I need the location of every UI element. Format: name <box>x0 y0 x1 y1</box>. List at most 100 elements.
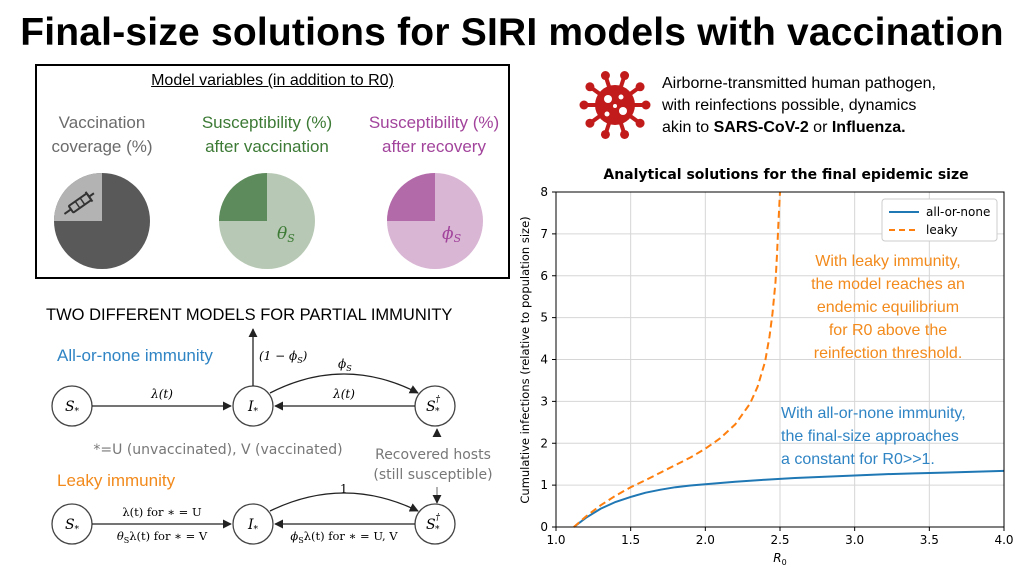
virus-spike-tip <box>585 118 595 128</box>
aon-phi-sub: S <box>346 364 352 373</box>
leaky-annotation-line1: With leaky immunity, <box>815 253 961 270</box>
leaky-i-sub: * <box>254 525 259 535</box>
aon-i-main: I <box>247 399 254 415</box>
leaky-annotation-line3: endemic equilibrium <box>816 299 960 316</box>
aon-sdag-dagger: † <box>436 395 441 405</box>
leaky-i-node-label: I* <box>247 517 259 535</box>
aon-lambda2-label: λ(t) <box>332 387 355 401</box>
virus-spot-3 <box>619 107 627 115</box>
x-tick-label: 1.5 <box>621 533 640 547</box>
virus-spot-2 <box>618 94 624 100</box>
y-tick-label: 5 <box>540 311 548 325</box>
x-tick-label: 2.5 <box>770 533 789 547</box>
susceptibility-recovery-label: Susceptibility (%) after recovery <box>349 111 519 159</box>
virus-spot-1 <box>604 95 612 103</box>
chart-ticks: 1.0 1.5 2.0 2.5 3.0 3.5 4.0 0 1 2 3 4 5 6 7 8 <box>540 185 1013 547</box>
chart-ylabel: Cumulative infections (relative to popul… <box>518 216 532 503</box>
susceptibility-recovery-pie <box>387 173 483 269</box>
series-line-leaky <box>573 191 781 528</box>
virus-spike-tip <box>635 118 645 128</box>
aon-phi-label: ϕS <box>338 357 352 373</box>
virus-spot-4 <box>604 111 610 117</box>
pathogen-sars-cov-2: SARS-CoV-2 <box>713 119 809 136</box>
models-heading: TWO DIFFERENT MODELS FOR PARTIAL IMMUNIT… <box>46 306 453 324</box>
leaky-theta-main: θ <box>117 529 124 543</box>
aon-i-sub: * <box>254 407 259 417</box>
theta-s-symbol-sub: S <box>287 232 295 245</box>
virus-spike-tip <box>585 82 595 92</box>
aon-sdag-main: S <box>426 399 436 415</box>
susceptibility-vaccination-line2: after vaccination <box>205 137 329 156</box>
leaky-bottom-label: θSλ(t) for ∗ = V <box>117 529 208 545</box>
recovered-note-line2: (still susceptible) <box>373 467 492 483</box>
leaky-right-label: ϕSλ(t) for ∗ = U, V <box>290 529 398 545</box>
legend-leaky-label: leaky <box>926 223 958 237</box>
virus-spike-tip <box>620 71 630 81</box>
pathogen-line3: akin to SARS-CoV-2 or Influenza. <box>662 117 1012 139</box>
aon-annotation: With all-or-none immunity, the final-siz… <box>781 402 1007 471</box>
virus-spike-tip <box>579 100 589 110</box>
y-tick-label: 6 <box>540 269 548 283</box>
leaky-annotation-line4: for R0 above the <box>828 322 948 339</box>
aon-phi-main: ϕ <box>338 357 346 371</box>
chart-xlabel: R0 <box>773 551 786 567</box>
aon-s-main: S <box>65 399 75 415</box>
susceptibility-vaccination-pie <box>219 173 315 269</box>
all-or-none-title: All-or-none immunity <box>57 346 213 365</box>
y-tick-label: 4 <box>540 353 548 367</box>
y-tick-label: 1 <box>540 478 548 492</box>
phi-s-symbol-sub: S <box>454 232 462 245</box>
aon-sdag-node-label: S† * <box>426 395 441 417</box>
x-tick-label: 1.0 <box>546 533 565 547</box>
virus-spike-tip <box>600 71 610 81</box>
leaky-annotation: With leaky immunity, the model reaches a… <box>788 250 988 365</box>
model-variables-box: Model variables (in addition to R0) Vacc… <box>35 64 510 279</box>
phi-s-symbol-main: ϕ <box>442 224 454 244</box>
y-tick-label: 3 <box>540 394 548 408</box>
virus-spike-tip <box>635 82 645 92</box>
virus-spot-5 <box>613 104 617 108</box>
pathogen-line3-prefix: akin to <box>662 119 714 136</box>
aon-out-b: ) <box>302 349 308 363</box>
leaky-recovery-arrow <box>269 492 419 512</box>
x-tick-label: 3.5 <box>920 533 939 547</box>
variables-pies: θS ϕS <box>54 173 483 269</box>
all-or-none-diagram: S* I* S† * λ(t) (1 − ϕS) ϕS λ(t) <box>51 328 456 438</box>
leaky-diagram: S* I* S† * λ(t) for ∗ = U θSλ(t) for ∗ = … <box>51 482 456 545</box>
theta-s-symbol: θS <box>277 224 295 245</box>
aon-s-node-label: S* <box>65 399 80 417</box>
leaky-right-rest: λ(t) for ∗ = U, V <box>304 529 399 543</box>
theta-s-symbol-main: θ <box>277 224 287 244</box>
chart-frame <box>555 191 1005 528</box>
page-title: Final-size solutions for SIRI models wit… <box>20 11 1004 54</box>
aon-lambda-label: λ(t) <box>150 387 173 401</box>
leaky-phi-sub: S <box>298 536 303 545</box>
syringe-icon <box>63 191 95 215</box>
virus-spike-tip <box>600 129 610 139</box>
vaccination-coverage-label: Vaccination coverage (%) <box>39 111 165 159</box>
y-tick-label: 2 <box>540 436 548 450</box>
series-line-all-or-none <box>573 469 1005 528</box>
leaky-sdag-node-label: S† * <box>426 513 441 535</box>
leaky-phi-main: ϕ <box>290 529 298 543</box>
variables-box-title: Model variables (in addition to R0) <box>151 72 394 89</box>
aon-sdag-sub: * <box>435 407 440 417</box>
leaky-s-node-label: S* <box>65 517 80 535</box>
x-tick-label: 4.0 <box>994 533 1013 547</box>
final-size-chart: Analytical solutions for the final epide… <box>518 167 1014 567</box>
y-tick-label: 0 <box>540 520 548 534</box>
leaky-i-node <box>232 503 274 545</box>
pie-slice <box>54 173 102 221</box>
aon-recovery-arrow <box>269 373 419 394</box>
virus-spike-tip <box>641 100 651 110</box>
virus-icon <box>579 71 651 139</box>
leaky-sdag-dagger: † <box>436 513 441 523</box>
susceptibility-recovery-line1: Susceptibility (%) <box>368 113 500 132</box>
leaky-title: Leaky immunity <box>57 471 176 490</box>
leaky-sdag-main: S <box>426 517 436 533</box>
leaky-s-main: S <box>65 517 75 533</box>
susceptibility-vaccination-line1: Susceptibility (%) <box>201 113 333 132</box>
leaky-theta-sub: S <box>124 536 129 545</box>
leaky-annotation-line2: the model reaches an <box>811 276 965 293</box>
aon-annotation-line1: With all-or-none immunity, <box>781 405 966 422</box>
